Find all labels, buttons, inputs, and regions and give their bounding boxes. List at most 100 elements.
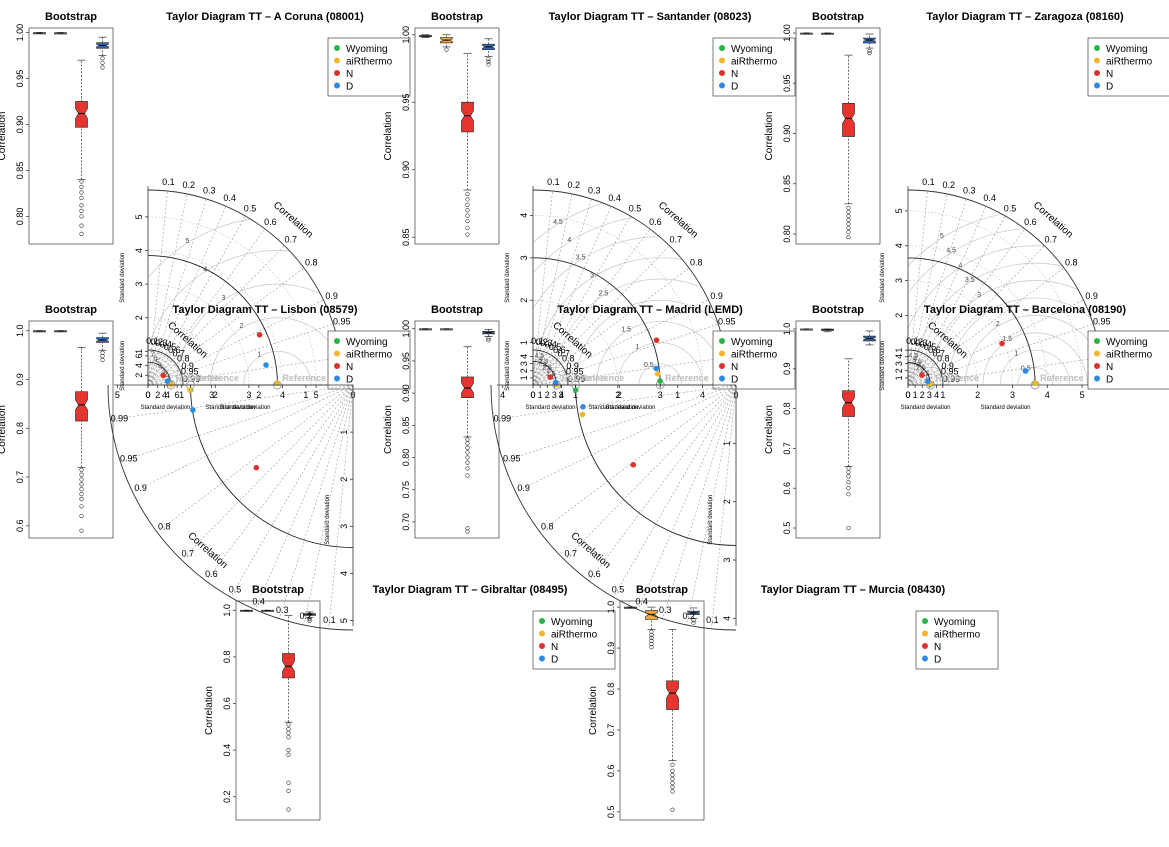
bootstrap-ytick-label: 0.90	[401, 161, 411, 179]
outlier-point	[670, 781, 675, 786]
y-tick-label: 3	[519, 255, 529, 260]
bootstrap-ytick-label: 0.80	[401, 449, 411, 467]
sd-arc	[532, 215, 703, 386]
correlation-tick-label: 0.4	[544, 340, 557, 350]
correlation-ray	[532, 379, 568, 386]
bootstrap-panel: Bootstrap Correlation 0.70 0.75 0.80 0.85 0.90…	[383, 304, 500, 539]
legend-swatch-airthermo	[719, 350, 725, 357]
y-tick-label: 4	[722, 616, 732, 621]
outlier-point	[79, 496, 84, 502]
correlation-ray	[662, 384, 737, 619]
correlation-tick-label: 0.95	[566, 366, 584, 376]
outer-arc	[147, 349, 184, 386]
legend-frame	[712, 37, 796, 97]
bootstrap-ytick-label: 0.9	[15, 373, 25, 386]
outlier-point	[100, 354, 105, 359]
bootstrap-box-airthermo	[440, 34, 453, 52]
bootstrap-box-wyoming	[33, 330, 46, 333]
taylor-title: Taylor Diagram TT – Zaragoza (08160)	[926, 11, 1124, 23]
bootstrap-box-airthermo	[54, 330, 67, 333]
y-tick-label: 3	[519, 361, 529, 366]
legend-label-wyoming: Wyoming	[346, 337, 388, 348]
legend-swatch-n	[719, 70, 725, 76]
correlation-ray	[907, 352, 923, 386]
legend-swatch-n	[334, 70, 340, 76]
x-tick-label: 3	[558, 390, 563, 400]
legend-swatch-airthermo	[719, 57, 725, 64]
outlier-point	[79, 223, 84, 228]
legend-swatch-d	[539, 655, 545, 662]
taylor-point-d	[164, 378, 171, 384]
bootstrap-frame	[414, 27, 500, 245]
correlation-tick-label: 0.1	[146, 336, 159, 346]
correlation-ray	[120, 384, 354, 462]
outlier-point	[465, 441, 470, 446]
bootstrap-ytick-label: 0.8	[606, 683, 616, 696]
y-tick-label: 1	[519, 375, 529, 380]
correlation-tick-label: 0.95	[718, 316, 736, 326]
correlation-ray	[613, 384, 737, 598]
bootstrap-ytick-label: 0.80	[15, 208, 25, 226]
y-tick-label: 5	[339, 618, 349, 623]
outlier-point	[79, 487, 84, 492]
bootstrap-ytick-label: 0.6	[606, 765, 616, 778]
correlation-ray	[686, 384, 737, 626]
legend-label-airthermo: aiRthermo	[346, 57, 393, 68]
x-tick-label: 2	[975, 390, 980, 400]
taylor-xlabel: Standard deviation	[140, 405, 190, 411]
taylor-title: Taylor Diagram TT – Gibraltar (08495)	[373, 584, 568, 596]
bootstrap-box-n	[842, 358, 855, 531]
taylor-title: Taylor Diagram TT – Barcelona (08190)	[924, 304, 1126, 316]
outlier-point	[79, 472, 84, 477]
outlier-point	[846, 234, 851, 240]
outlier-point	[846, 466, 851, 471]
correlation-ray	[907, 351, 919, 386]
rmsd-label: 1.5	[621, 326, 631, 333]
outlier-point	[486, 338, 491, 343]
legend-swatch-n	[539, 643, 545, 649]
sd-arc	[532, 356, 562, 386]
rmsd-circle	[965, 315, 1103, 385]
taylor-ylabel: Standard deviation	[880, 253, 886, 303]
x-tick-label: 0	[905, 390, 910, 400]
correlation-tick-label: 0.95	[120, 454, 138, 464]
bootstrap-title: Bootstrap	[45, 11, 97, 23]
outlier-point	[100, 60, 105, 66]
outer-arc	[490, 384, 737, 631]
correlation-tick-label: 0.6	[1024, 217, 1037, 227]
correlation-tick-label: 0.8	[305, 258, 318, 268]
legend-swatch-d	[719, 82, 725, 89]
bootstrap-title: Bootstrap	[812, 304, 864, 316]
rmsd-label: 2.5	[984, 306, 994, 313]
correlation-tick-label: 0.5	[229, 584, 242, 594]
bootstrap-ytick-label: 0.9	[782, 363, 792, 376]
rmsd-label: 3	[977, 292, 981, 299]
rmsd-circle	[912, 262, 1103, 385]
rmsd-circle	[596, 321, 725, 385]
outlier-point	[465, 455, 470, 460]
outlier-point	[465, 466, 470, 471]
x-tick-label: 0	[733, 390, 738, 400]
outlier-point	[846, 209, 851, 214]
outlier-point	[465, 213, 470, 218]
correlation-tick-label: 0.2	[183, 180, 196, 190]
rmsd-circle	[148, 250, 343, 385]
legend-label-n: N	[346, 69, 353, 80]
legend-label-airthermo: aiRthermo	[934, 630, 981, 641]
correlation-tick-label: 0.6	[588, 569, 601, 579]
legend-label-airthermo: aiRthermo	[1106, 350, 1153, 361]
bootstrap-ytick-label: 0.2	[222, 790, 232, 803]
correlation-ray	[156, 384, 354, 533]
correlation-tick-label: 0.9	[134, 483, 147, 493]
bootstrap-box-n	[666, 629, 679, 812]
outlier-point	[286, 807, 291, 812]
correlation-tick-label: 0.2	[300, 611, 313, 621]
x-tick-label: 4	[500, 390, 505, 400]
y-tick-label: 2	[519, 298, 529, 303]
reference-arc	[190, 384, 354, 548]
outlier-point	[79, 513, 84, 519]
taylor-point-d	[924, 378, 931, 385]
box-body	[842, 102, 855, 137]
bootstrap-box-n	[842, 54, 855, 240]
taylor-xlabel: Standard deviation	[605, 405, 655, 411]
